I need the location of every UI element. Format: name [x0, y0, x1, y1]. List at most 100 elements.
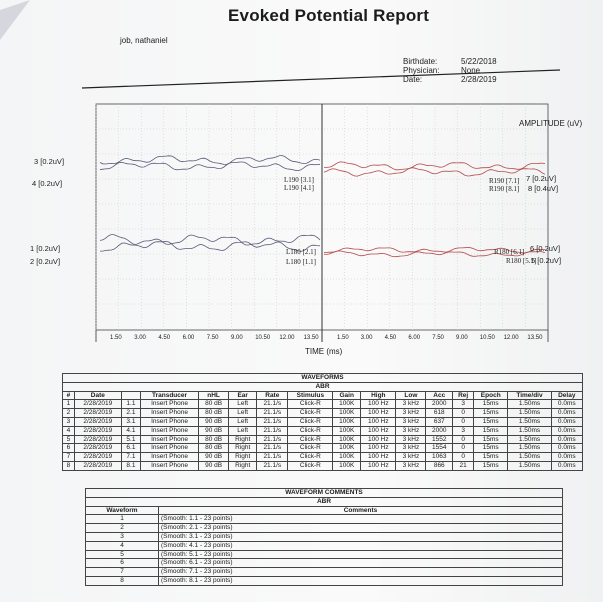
table-cell: 15ms	[473, 408, 509, 418]
table-cell: 0.0ms	[550, 425, 584, 436]
report-title: Evoked Potential Report	[228, 6, 430, 25]
table-cell: 8.1	[120, 460, 142, 471]
table-cell: Right	[228, 460, 258, 471]
table-cell: 2.1	[120, 408, 142, 418]
table-cell: 90 dB	[197, 460, 230, 471]
table-cell: 2	[62, 408, 75, 418]
table-cell: 21.1/s	[256, 408, 289, 418]
table-cell: 3	[452, 399, 475, 410]
table-cell: 1.50ms	[507, 408, 552, 418]
table-cell: Insert Phone	[140, 408, 199, 418]
table-cell: Click-R	[287, 460, 334, 471]
time-tick-label: 9.00	[456, 335, 468, 341]
table-cell: 15ms	[473, 434, 509, 445]
list-item: 2 (Smooth: 2.1 - 23 points)	[85, 523, 563, 533]
trace-3	[99, 155, 321, 165]
table-cell: 2/28/2019	[73, 434, 122, 445]
comment-cell: (Smooth: 6.1 - 23 points)	[158, 558, 563, 569]
table-cell: 0	[452, 434, 475, 445]
table-row: 7 2/28/2019 7.1 Insert Phone 90 dB Right 21.1/…	[62, 452, 584, 462]
table-cell: 2/28/2019	[73, 452, 122, 462]
physician-value: None	[461, 66, 481, 75]
table-cell: 4	[62, 425, 75, 436]
list-item: 5 (Smooth: 5.1 - 23 points)	[85, 549, 563, 560]
marker-r190-7: R190 [7.1]	[489, 177, 520, 185]
waveforms-subtitle: ABR	[62, 381, 583, 392]
birthdate-label: Birthdate:	[403, 57, 438, 66]
time-tick-label: 6.00	[182, 335, 195, 341]
table-cell: 0	[452, 408, 475, 418]
table-cell: 15ms	[473, 452, 509, 462]
comment-cell: (Smooth: 3.1 - 23 points)	[158, 531, 563, 542]
table-cell: 15ms	[473, 416, 509, 427]
time-tick-label: 3.00	[360, 335, 373, 341]
table-cell: Insert Phone	[140, 416, 199, 427]
table-cell: 0.0ms	[550, 452, 584, 462]
time-tick-label: 12.00	[279, 335, 295, 341]
table-cell: 1063	[425, 452, 454, 462]
trace-4	[99, 161, 321, 172]
table-cell: Left	[228, 399, 258, 410]
comment-cell: 1	[85, 514, 159, 525]
table-cell: Insert Phone	[140, 452, 199, 462]
table-cell: 100 Hz	[360, 452, 397, 462]
table-cell: 2/28/2019	[73, 460, 122, 471]
physician-label: Physician:	[403, 66, 440, 75]
table-cell: 3	[452, 425, 475, 436]
table-row: 8 2/28/2019 8.1 Insert Phone 90 dB Right 21.1/…	[62, 460, 584, 471]
table-cell: Click-R	[287, 399, 334, 410]
time-tick-label: 12.00	[503, 335, 519, 341]
table-cell: 100K	[332, 399, 362, 410]
patient-name: job, nathaniel	[120, 36, 168, 45]
waveforms-header-cell: Date	[73, 390, 122, 401]
table-cell: 80 dB	[197, 399, 230, 410]
table-cell: 866	[425, 460, 454, 471]
traces	[99, 155, 546, 258]
wave-label-6: 6 [0.2uV]	[530, 244, 561, 253]
table-cell: 21.1/s	[256, 425, 289, 436]
table-cell: 15ms	[473, 425, 509, 436]
table-cell: Click-R	[287, 434, 334, 445]
time-tick-label: 3.00	[134, 335, 146, 341]
table-cell: 21.1/s	[256, 452, 289, 462]
table-cell: Click-R	[287, 443, 334, 454]
waveforms-header-cell: Stimulus	[287, 390, 334, 401]
table-cell: 100K	[332, 460, 362, 471]
list-item: 1 (Smooth: 1.1 - 23 points)	[85, 514, 563, 525]
table-cell: 0.0ms	[550, 434, 584, 445]
waveforms-header-cell: nHL	[197, 390, 230, 401]
table-cell: 1.1	[120, 399, 142, 410]
table-cell: 21	[452, 460, 475, 471]
table-cell: 7	[62, 452, 75, 462]
table-cell: Insert Phone	[140, 399, 199, 410]
table-cell: 100K	[332, 434, 362, 445]
marker-l180-1: L180 [1.1]	[286, 258, 316, 266]
table-row: 2 2/28/2019 2.1 Insert Phone 80 dB Left 21.1/s…	[62, 408, 584, 418]
table-cell: 0.0ms	[550, 408, 584, 418]
table-cell: 80 dB	[197, 443, 230, 454]
table-cell: Right	[228, 434, 258, 445]
table-cell: Insert Phone	[140, 434, 199, 445]
time-tick-label: 4.50	[384, 335, 397, 341]
table-cell: 100K	[332, 425, 362, 436]
table-cell: 100K	[332, 452, 362, 462]
time-tick-label: 1.50	[337, 335, 349, 341]
waveforms-table: WAVEFORMS ABR # Date Transducer nHL Ear Rate Sti…	[62, 373, 584, 471]
table-cell: 0.0ms	[550, 460, 584, 471]
list-item: 8 (Smooth: 8.1 - 23 points)	[85, 575, 563, 586]
waveforms-header-cell	[120, 390, 142, 401]
table-cell: Left	[228, 425, 258, 436]
table-row: 6 2/28/2019 6.1 Insert Phone 80 dB Right 21.1/…	[62, 443, 584, 454]
table-cell: 3 kHz	[395, 425, 427, 436]
birthdate-value: 5/22/2018	[461, 57, 497, 66]
wave-label-5: 5 [0.2uV]	[531, 256, 562, 265]
table-cell: 100 Hz	[360, 443, 397, 454]
table-cell: 0	[452, 416, 475, 427]
page-corner-shadow	[0, 0, 30, 40]
comment-cell: 4	[85, 540, 159, 551]
trace-6	[323, 247, 546, 254]
wave-label-1: 1 [0.2uV]	[30, 244, 61, 253]
table-cell: 0.0ms	[550, 416, 584, 427]
waveforms-header-cell: Transducer	[140, 390, 199, 401]
table-cell: 100 Hz	[360, 408, 397, 418]
